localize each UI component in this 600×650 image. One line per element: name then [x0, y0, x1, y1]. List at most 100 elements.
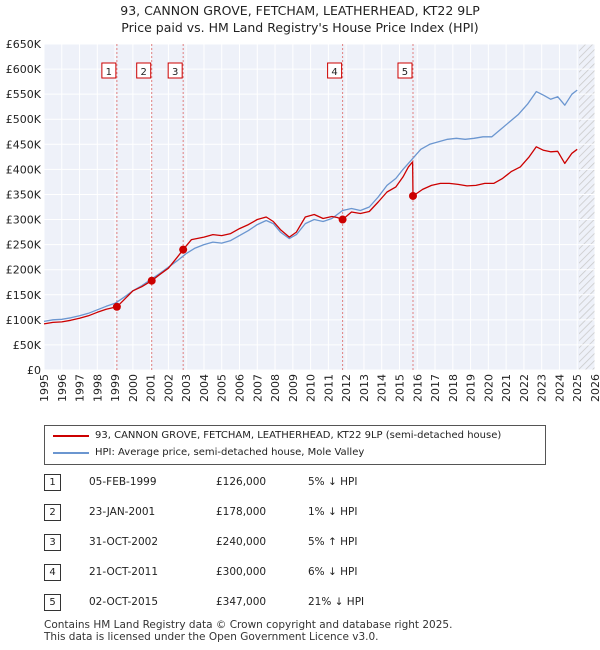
x-tick-label: 2018	[447, 374, 460, 402]
transaction-number: 5	[44, 594, 61, 611]
transaction-hpi-diff: 5% ↑ HPI	[308, 536, 358, 548]
x-tick-label: 2008	[269, 374, 282, 402]
transaction-date: 05-FEB-1999	[89, 476, 157, 488]
legend-swatch-hpi	[53, 452, 89, 454]
table-row: 3 31-OCT-2002 £240,000 5% ↑ HPI	[44, 532, 444, 552]
legend-label-property: 93, CANNON GROVE, FETCHAM, LEATHERHEAD, …	[95, 430, 502, 441]
x-tick-label: 2012	[340, 374, 353, 402]
x-tick-label: 2007	[251, 374, 264, 402]
x-tick-label: 2023	[536, 374, 549, 402]
x-tick-label: 2017	[429, 374, 442, 402]
transaction-hpi-diff: 1% ↓ HPI	[308, 506, 358, 518]
plot-area	[44, 44, 595, 370]
transaction-label-box	[167, 62, 183, 79]
transaction-date: 02-OCT-2015	[89, 596, 158, 608]
transaction-number: 4	[44, 564, 61, 581]
x-tick-label: 2015	[393, 374, 406, 402]
transaction-label-box	[327, 62, 343, 79]
x-tick-label: 2001	[145, 374, 158, 402]
transaction-price: £240,000	[216, 536, 267, 548]
x-tick-label: 2002	[162, 374, 175, 402]
x-tick-label: 1995	[38, 374, 51, 402]
transaction-hpi-diff: 5% ↓ HPI	[308, 476, 358, 488]
y-tick-label: £450K	[6, 138, 42, 151]
y-tick-label: £400K	[6, 163, 42, 176]
table-row: 5 02-OCT-2015 £347,000 21% ↓ HPI	[44, 592, 444, 612]
sale-point	[338, 215, 347, 224]
transaction-label-number: 3	[172, 67, 178, 78]
transaction-date: 31-OCT-2002	[89, 536, 158, 548]
transaction-date: 21-OCT-2011	[89, 566, 158, 578]
x-tick-label: 2020	[482, 374, 495, 402]
chart-subtitle: Price paid vs. HM Land Registry's House …	[121, 20, 479, 35]
x-tick-label: 2000	[127, 374, 140, 402]
x-tick-label: 1997	[74, 374, 87, 402]
transaction-date: 23-JAN-2001	[89, 506, 156, 518]
transaction-price: £300,000	[216, 566, 267, 578]
y-tick-label: £150K	[6, 289, 42, 302]
price-chart: £0 £50K £100K £150K £200K £250K £300K £350K £400…	[6, 38, 600, 402]
y-tick-label: £550K	[6, 88, 42, 101]
transaction-price: £126,000	[216, 476, 267, 488]
y-tick-label: £300K	[6, 214, 42, 227]
x-tick-label: 2003	[180, 374, 193, 402]
sale-point	[179, 245, 188, 254]
future-hatch-region	[579, 44, 595, 370]
transaction-label-number: 5	[402, 67, 408, 78]
y-tick-label: £0	[27, 364, 41, 377]
x-tick-label: 2004	[198, 374, 211, 402]
footer-licence: This data is licensed under the Open Gov…	[44, 631, 379, 643]
x-tick-label: 2013	[358, 374, 371, 402]
transaction-label-number: 2	[141, 67, 147, 78]
sale-point	[147, 276, 156, 285]
transaction-price: £178,000	[216, 506, 267, 518]
transaction-hpi-diff: 21% ↓ HPI	[308, 596, 365, 608]
chart-legend: 93, CANNON GROVE, FETCHAM, LEATHERHEAD, …	[44, 425, 546, 465]
sale-point	[112, 302, 121, 311]
transaction-label-box	[397, 62, 413, 79]
transaction-label-number: 1	[106, 67, 112, 78]
x-tick-label: 2006	[234, 374, 247, 402]
property-series-line	[43, 146, 578, 325]
transaction-label-number: 4	[331, 67, 337, 78]
transaction-number: 2	[44, 504, 61, 521]
table-row: 2 23-JAN-2001 £178,000 1% ↓ HPI	[44, 502, 444, 522]
x-tick-label: 2019	[465, 374, 478, 402]
x-tick-label: 1996	[56, 374, 69, 402]
y-tick-label: £650K	[6, 38, 42, 51]
legend-swatch-property	[53, 435, 89, 437]
x-tick-label: 2005	[216, 374, 229, 402]
chart-title: 93, CANNON GROVE, FETCHAM, LEATHERHEAD, …	[120, 3, 480, 18]
x-tick-label: 2011	[322, 374, 335, 402]
x-tick-label: 2021	[500, 374, 513, 402]
x-tick-label: 2016	[411, 374, 424, 402]
x-tick-label: 2024	[553, 374, 566, 402]
legend-label-hpi: HPI: Average price, semi-detached house,…	[95, 447, 365, 458]
x-tick-label: 1998	[91, 374, 104, 402]
transaction-label-box	[136, 62, 152, 79]
table-row: 1 05-FEB-1999 £126,000 5% ↓ HPI	[44, 472, 444, 492]
x-tick-label: 1999	[109, 374, 122, 402]
y-tick-label: £600K	[6, 63, 42, 76]
x-tick-label: 2025	[571, 374, 584, 402]
x-tick-label: 2014	[376, 374, 389, 402]
sale-point	[408, 191, 417, 200]
transaction-hpi-diff: 6% ↓ HPI	[308, 566, 358, 578]
y-tick-label: £100K	[6, 314, 42, 327]
y-tick-label: £250K	[6, 239, 42, 252]
y-tick-label: £500K	[6, 113, 42, 126]
transaction-price: £347,000	[216, 596, 267, 608]
x-tick-label: 2010	[305, 374, 318, 402]
y-tick-label: £200K	[6, 264, 42, 277]
footer-copyright: Contains HM Land Registry data © Crown c…	[44, 619, 453, 631]
y-tick-label: £50K	[13, 339, 42, 352]
x-tick-label: 2022	[518, 374, 531, 402]
table-row: 4 21-OCT-2011 £300,000 6% ↓ HPI	[44, 562, 444, 582]
transaction-number: 3	[44, 534, 61, 551]
x-tick-label: 2009	[287, 374, 300, 402]
y-tick-label: £350K	[6, 188, 42, 201]
x-tick-label: 2026	[589, 374, 600, 402]
transaction-number: 1	[44, 474, 61, 491]
transaction-label-box	[101, 62, 117, 79]
footer-notice: Contains HM Land Registry data © Crown c…	[44, 619, 452, 643]
